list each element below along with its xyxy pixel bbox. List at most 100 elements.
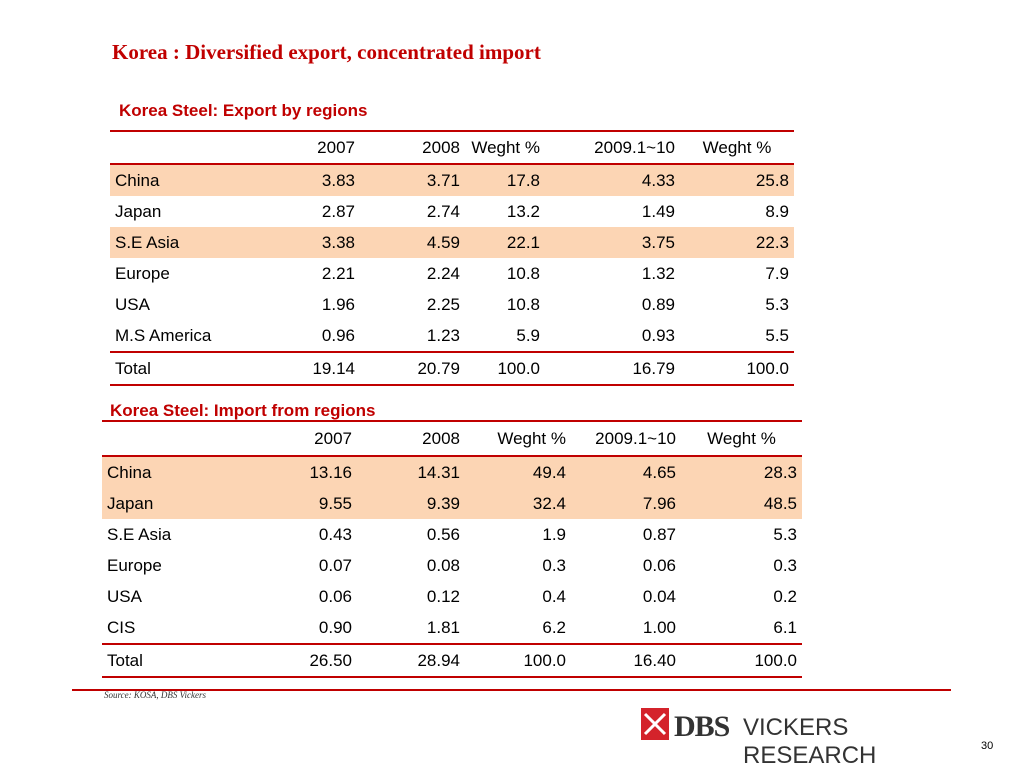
total-row: Total 26.50 28.94 100.0 16.40 100.0 [102,643,802,678]
value-cell: 7.96 [571,488,681,519]
dbs-vickers-logo: DBS VICKERS RESEARCH [641,708,951,769]
value-cell: 0.3 [542,555,566,575]
value-cell: 28.94 [357,643,465,678]
value-cell: 0.4 [542,586,566,606]
region-cell: Europe [115,263,170,283]
value-cell: 25.8 [680,164,794,196]
table-row: Europe 0.07 0.08 0.3 0.06 0.3 [102,550,802,581]
value-cell: 49.4 [465,456,571,488]
value-cell: 0.07 [318,555,352,575]
table-row: USA 0.06 0.12 0.4 0.04 0.2 [102,581,802,612]
value-cell: 10.8 [506,263,540,283]
value-cell: 1.9 [542,524,566,544]
value-cell: 2.74 [426,201,460,221]
header-cell: 2007 [247,421,357,457]
value-cell: 13.2 [506,201,540,221]
value-cell: 5.5 [765,325,789,345]
value-cell: 4.65 [571,456,681,488]
value-cell: 8.9 [765,201,789,221]
value-cell: 3.38 [250,227,360,258]
region-cell: CIS [107,617,136,637]
value-cell: 2.21 [321,263,355,283]
value-cell: 6.2 [542,617,566,637]
value-cell: 3.71 [360,164,465,196]
value-cell: 100.0 [465,643,571,678]
region-cell: China [102,456,247,488]
value-cell: 0.96 [321,325,355,345]
value-cell: 100.0 [680,351,794,386]
value-cell: 0.43 [318,524,352,544]
value-cell: 2.87 [321,201,355,221]
value-cell: 0.08 [426,555,460,575]
value-cell: 0.93 [641,325,675,345]
header-cell: Weght % [681,421,802,457]
value-cell: 1.81 [426,617,460,637]
value-cell: 26.50 [247,643,357,678]
header-cell: 2008 [357,421,465,457]
table-row: China 3.83 3.71 17.8 4.33 25.8 [110,164,794,196]
value-cell: 4.59 [360,227,465,258]
region-cell: USA [115,294,150,314]
value-cell: 6.1 [773,617,797,637]
value-cell: 19.14 [250,351,360,386]
value-cell: 5.3 [765,294,789,314]
region-cell: Total [102,643,247,678]
value-cell: 100.0 [681,643,802,678]
header-cell [102,421,247,457]
value-cell: 1.23 [426,325,460,345]
value-cell: 0.2 [773,586,797,606]
value-cell: 1.49 [641,201,675,221]
value-cell: 0.56 [426,524,460,544]
value-cell: 3.75 [545,227,680,258]
value-cell: 13.16 [247,456,357,488]
value-cell: 0.04 [642,586,676,606]
value-cell: 7.9 [765,263,789,283]
region-cell: Total [110,351,250,386]
value-cell: 0.06 [318,586,352,606]
value-cell: 4.33 [545,164,680,196]
value-cell: 22.3 [680,227,794,258]
logo-text: VICKERS RESEARCH [743,714,877,769]
header-cell: Weght % [680,131,794,165]
value-cell: 32.4 [465,488,571,519]
value-cell: 1.32 [641,263,675,283]
value-cell: 17.8 [465,164,545,196]
value-cell: 10.8 [506,294,540,314]
total-row: Total 19.14 20.79 100.0 16.79 100.0 [110,351,794,386]
value-cell: 1.96 [321,294,355,314]
value-cell: 0.06 [642,555,676,575]
value-cell: 0.89 [641,294,675,314]
value-cell: 5.3 [773,524,797,544]
dbs-star-icon [641,708,669,740]
table-row: Japan 2.87 2.74 13.2 1.49 8.9 [110,196,794,227]
value-cell: 100.0 [465,351,545,386]
value-cell: 2.25 [426,294,460,314]
region-cell: USA [107,586,142,606]
value-cell: 0.87 [642,524,676,544]
value-cell: 28.3 [681,456,802,488]
value-cell: 16.79 [545,351,680,386]
value-cell: 0.3 [773,555,797,575]
header-cell: Weght % [465,421,571,457]
page-number: 30 [981,740,994,752]
table-row: CIS 0.90 1.81 6.2 1.00 6.1 [102,612,802,644]
table-row: USA 1.96 2.25 10.8 0.89 5.3 [110,289,794,320]
region-cell: China [110,164,250,196]
header-cell [110,131,250,165]
region-cell: S.E Asia [110,227,250,258]
value-cell: 0.90 [318,617,352,637]
export-table: 2007 2008 Weght % 2009.1~10 Weght % Chin… [110,130,794,386]
value-cell: 9.39 [357,488,465,519]
region-cell: M.S America [115,325,212,345]
value-cell: 22.1 [465,227,545,258]
logo-brand: DBS [674,710,730,743]
export-header-row: 2007 2008 Weght % 2009.1~10 Weght % [110,131,794,165]
slide-title: Korea : Diversified export, concentrated… [112,40,541,64]
value-cell: 2.24 [426,263,460,283]
region-cell: S.E Asia [107,524,172,544]
table-row: S.E Asia 3.38 4.59 22.1 3.75 22.3 [110,227,794,258]
table-row: China 13.16 14.31 49.4 4.65 28.3 [102,456,802,488]
header-cell: 2009.1~10 [571,421,681,457]
value-cell: 16.40 [571,643,681,678]
value-cell: 9.55 [247,488,357,519]
